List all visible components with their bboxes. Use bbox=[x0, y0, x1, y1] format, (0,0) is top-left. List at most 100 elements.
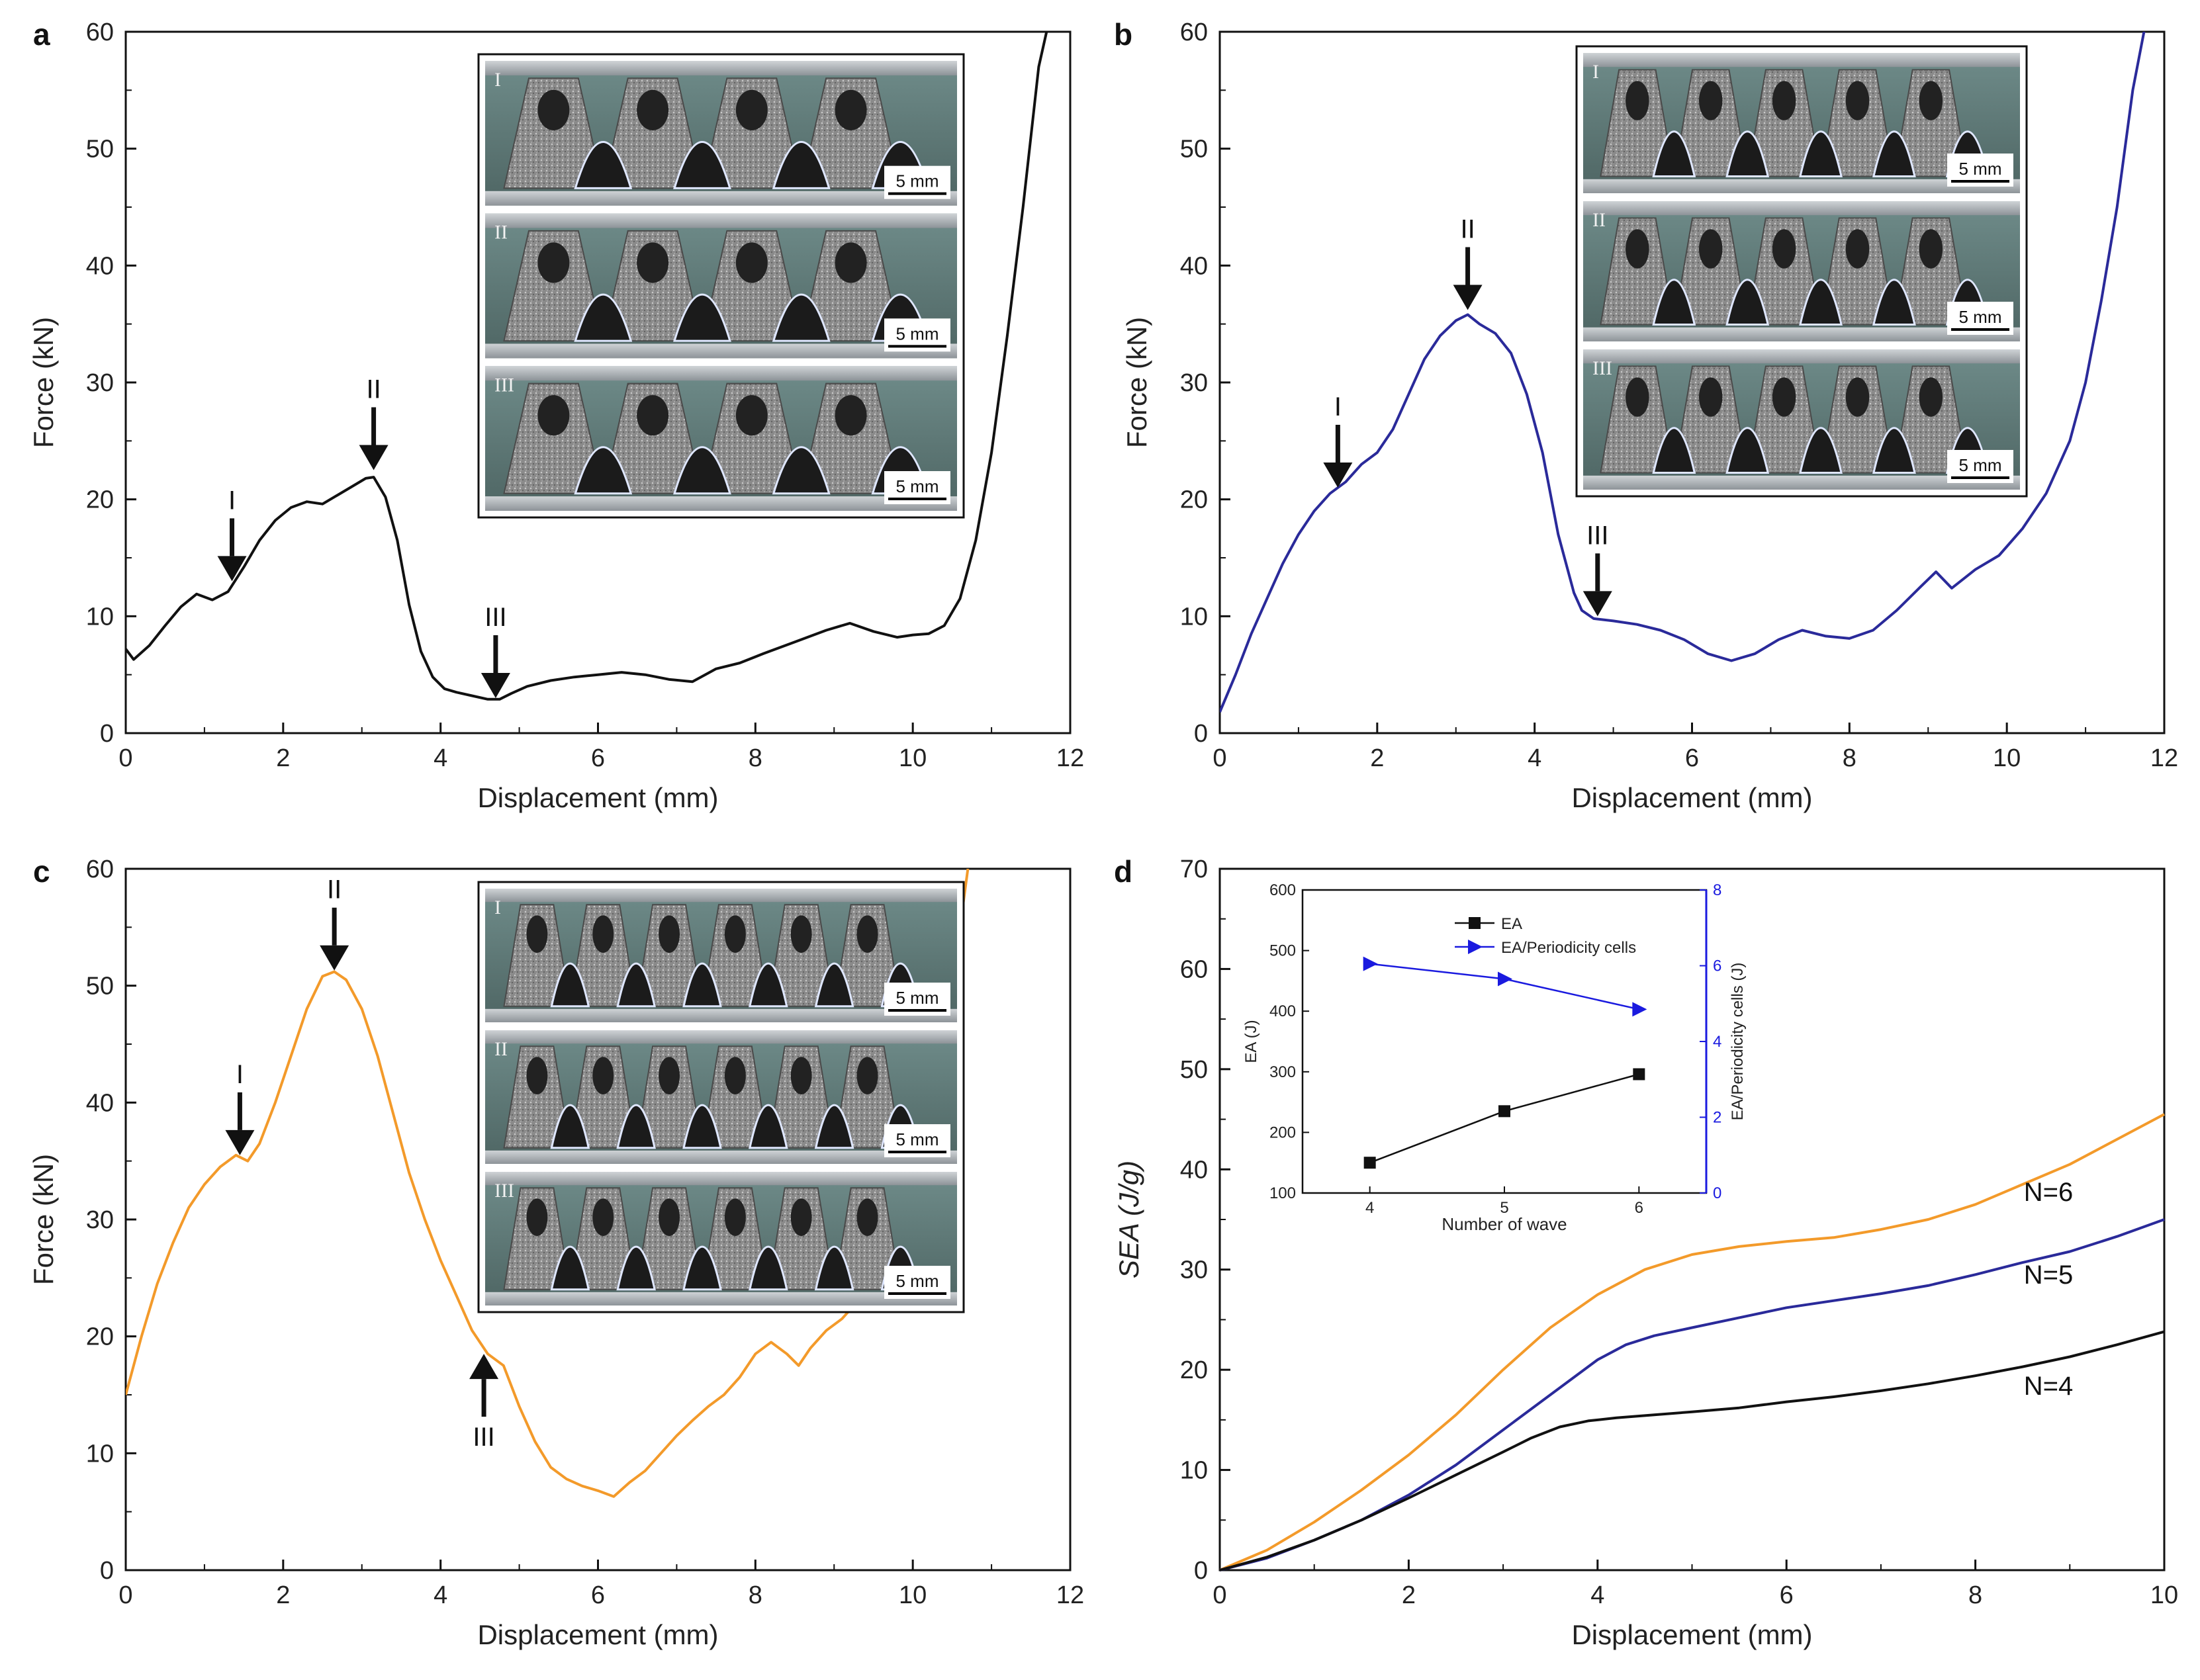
cell-shadow bbox=[735, 395, 768, 436]
cell-shadow bbox=[1626, 81, 1649, 120]
inset-chart: 4 5 6 100 200 300 400 500 600 0 2 4 6 8 Number of wave… bbox=[1242, 881, 1747, 1234]
inset-y-tick-label: 200 bbox=[1269, 1124, 1296, 1141]
cell-shadow bbox=[537, 89, 570, 130]
cell-opening bbox=[814, 1104, 854, 1149]
y-tick-label: 30 bbox=[1180, 369, 1208, 397]
cell-opening bbox=[1872, 130, 1916, 178]
cell-opening bbox=[772, 293, 831, 342]
inset-point-square bbox=[1498, 1105, 1510, 1118]
stage-arrow-3-head bbox=[469, 1354, 499, 1380]
cell-opening bbox=[1799, 279, 1843, 326]
cell-opening bbox=[550, 1245, 590, 1291]
cell-shadow bbox=[659, 915, 680, 953]
cell-opening bbox=[616, 1245, 656, 1291]
cell-shadow bbox=[1845, 377, 1870, 417]
x-axis-label: Displacement (mm) bbox=[1571, 1619, 1812, 1650]
cell-shadow bbox=[592, 1057, 614, 1094]
lower-platen bbox=[1583, 179, 2020, 193]
cell-opening bbox=[616, 1104, 656, 1149]
upper-platen bbox=[1583, 53, 2020, 67]
y-tick-label: 10 bbox=[1180, 603, 1208, 631]
photo-stage-label: III bbox=[494, 1180, 514, 1202]
scale-bar-label: 5 mm bbox=[1959, 307, 2002, 327]
cell-shadow bbox=[856, 1198, 878, 1236]
cell-shadow bbox=[537, 242, 570, 283]
inset-x-tick-label: 4 bbox=[1365, 1199, 1374, 1217]
scale-bar-label: 5 mm bbox=[896, 1129, 939, 1149]
cell-shadow bbox=[1772, 81, 1796, 120]
cell-shadow bbox=[537, 395, 570, 436]
upper-platen bbox=[485, 1030, 957, 1044]
x-tick-label: 0 bbox=[118, 744, 132, 772]
curve-label: N=6 bbox=[2024, 1178, 2074, 1207]
cell-shadow bbox=[835, 89, 867, 130]
stage-arrow-3-label: III bbox=[473, 1423, 494, 1452]
upper-platen bbox=[485, 889, 957, 903]
inset-y-tick-label: 500 bbox=[1269, 942, 1296, 960]
y-tick-label: 0 bbox=[100, 720, 114, 748]
cell-opening bbox=[814, 1245, 854, 1291]
force-curve bbox=[126, 32, 1048, 701]
cell-shadow bbox=[1626, 377, 1649, 417]
lower-platen bbox=[1583, 475, 2020, 490]
inset-y2-tick-label: 6 bbox=[1713, 957, 1721, 975]
upper-platen bbox=[485, 1172, 957, 1186]
x-tick-label: 2 bbox=[1402, 1581, 1416, 1609]
cell-opening bbox=[1872, 427, 1916, 474]
cell-shadow bbox=[724, 1057, 746, 1094]
y-tick-label: 50 bbox=[1180, 1056, 1208, 1084]
x-tick-label: 0 bbox=[118, 1581, 132, 1609]
cell-shadow bbox=[592, 1198, 614, 1236]
x-tick-label: 10 bbox=[1993, 744, 2021, 772]
cell-shadow bbox=[1919, 377, 1943, 417]
lower-platen bbox=[485, 343, 957, 359]
stage-arrow-1-label: I bbox=[228, 486, 236, 515]
stage-arrow-2-head bbox=[320, 945, 349, 971]
y-tick-label: 20 bbox=[86, 486, 114, 514]
legend-label: EA/Periodicity cells bbox=[1501, 939, 1636, 957]
stage-arrow-1-label: I bbox=[1334, 392, 1342, 421]
y-tick-label: 70 bbox=[1180, 856, 1208, 883]
inset-y2-tick-label: 8 bbox=[1713, 881, 1721, 899]
cell-opening bbox=[1725, 130, 1770, 178]
cell-opening bbox=[1725, 427, 1770, 474]
cell-shadow bbox=[1698, 229, 1723, 269]
curve-label: N=4 bbox=[2024, 1372, 2074, 1401]
cell-shadow bbox=[790, 915, 812, 953]
inset-x-tick-label: 5 bbox=[1500, 1199, 1508, 1217]
x-tick-label: 8 bbox=[749, 1581, 762, 1609]
cell-shadow bbox=[790, 1057, 812, 1094]
cell-opening bbox=[748, 1245, 788, 1291]
sea-curve-N6 bbox=[1219, 1113, 2165, 1571]
y-tick-label: 40 bbox=[1180, 1156, 1208, 1184]
cell-shadow bbox=[790, 1198, 812, 1236]
cell-shadow bbox=[637, 89, 669, 130]
x-axis-label: Displacement (mm) bbox=[1571, 782, 1812, 813]
lattice-structure bbox=[503, 230, 901, 342]
cell-shadow bbox=[856, 1057, 878, 1094]
cell-opening bbox=[682, 1104, 722, 1149]
x-tick-label: 0 bbox=[1213, 744, 1226, 772]
x-tick-label: 0 bbox=[1213, 1581, 1226, 1609]
inset-point-square bbox=[1363, 1157, 1376, 1169]
cell-shadow bbox=[659, 1057, 680, 1094]
lattice-structure bbox=[503, 77, 901, 189]
photo-stage-label: II bbox=[1592, 209, 1606, 231]
y-tick-label: 20 bbox=[1180, 1356, 1208, 1384]
stage-arrow-1-head bbox=[1323, 463, 1353, 488]
x-tick-label: 12 bbox=[2150, 744, 2178, 772]
inset-photo: I 5 mm bbox=[485, 61, 957, 206]
y-tick-label: 10 bbox=[86, 603, 114, 631]
cell-shadow bbox=[835, 395, 867, 436]
cell-opening bbox=[616, 962, 656, 1008]
inset-y-tick-label: 100 bbox=[1269, 1184, 1296, 1202]
x-tick-label: 4 bbox=[434, 744, 447, 772]
cell-opening bbox=[682, 962, 722, 1008]
sea-curve-N4 bbox=[1219, 1330, 2165, 1571]
cell-shadow bbox=[1845, 229, 1870, 269]
cell-shadow bbox=[1772, 377, 1796, 417]
sea-curve-N5 bbox=[1219, 1218, 2165, 1571]
x-tick-label: 2 bbox=[276, 1581, 290, 1609]
stage-arrow-3-label: III bbox=[1586, 521, 1608, 550]
